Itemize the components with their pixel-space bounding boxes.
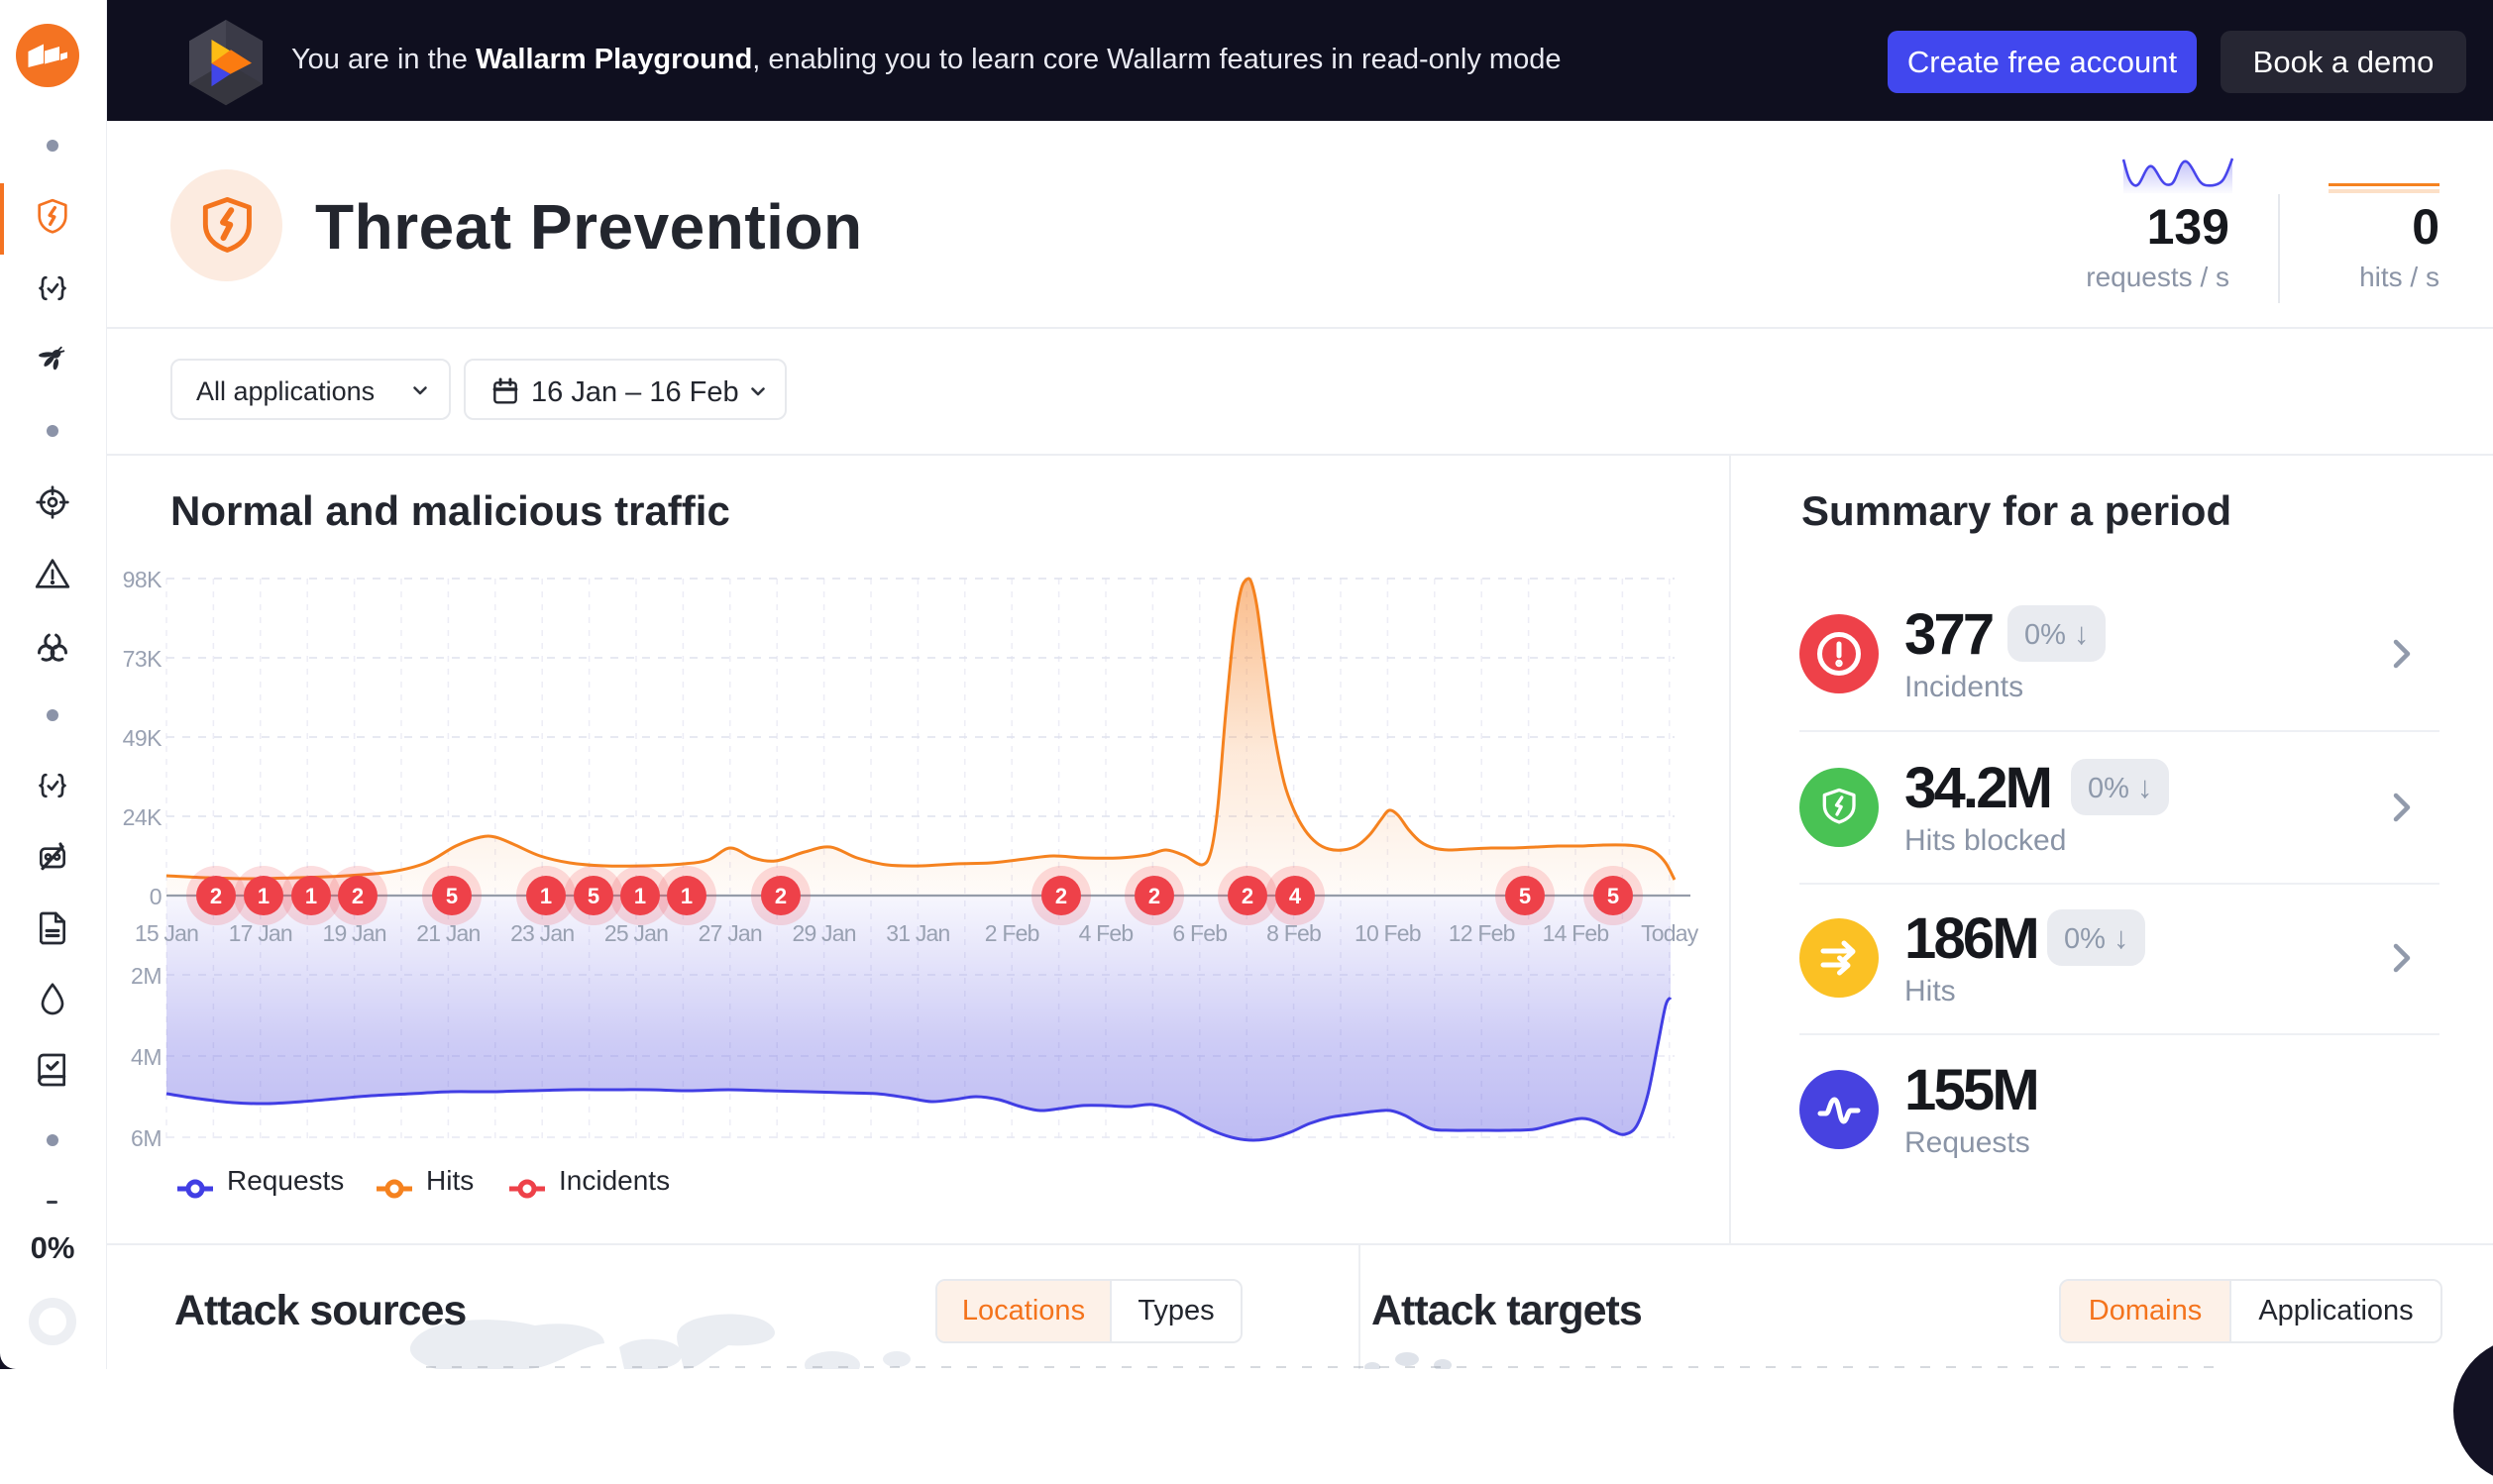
svg-text:14 Feb: 14 Feb <box>1543 920 1609 946</box>
svg-text:2: 2 <box>775 884 787 908</box>
svg-text:1: 1 <box>681 884 693 908</box>
svg-text:17 Jan: 17 Jan <box>229 920 292 946</box>
svg-text:19 Jan: 19 Jan <box>322 920 385 946</box>
svg-text:Today: Today <box>1641 920 1699 946</box>
svg-text:1: 1 <box>540 884 552 908</box>
svg-text:23 Jan: 23 Jan <box>510 920 574 946</box>
svg-text:6M: 6M <box>131 1125 162 1151</box>
svg-text:12 Feb: 12 Feb <box>1449 920 1515 946</box>
svg-text:5: 5 <box>1519 884 1531 908</box>
svg-text:2: 2 <box>1055 884 1067 908</box>
svg-text:24K: 24K <box>123 804 163 830</box>
svg-text:2: 2 <box>210 884 222 908</box>
svg-text:0: 0 <box>150 884 162 909</box>
svg-text:6 Feb: 6 Feb <box>1172 920 1227 946</box>
svg-text:31 Jan: 31 Jan <box>886 920 949 946</box>
svg-text:8 Feb: 8 Feb <box>1266 920 1321 946</box>
svg-text:1: 1 <box>305 884 317 908</box>
svg-text:2 Feb: 2 Feb <box>985 920 1039 946</box>
svg-text:21 Jan: 21 Jan <box>416 920 480 946</box>
svg-text:5: 5 <box>588 884 599 908</box>
svg-text:2: 2 <box>1148 884 1160 908</box>
svg-text:1: 1 <box>258 884 270 908</box>
svg-text:10 Feb: 10 Feb <box>1355 920 1421 946</box>
svg-text:2M: 2M <box>131 963 162 989</box>
svg-text:2: 2 <box>1242 884 1253 908</box>
svg-text:4 Feb: 4 Feb <box>1079 920 1134 946</box>
svg-text:1: 1 <box>634 884 646 908</box>
svg-text:4: 4 <box>1289 884 1302 908</box>
svg-text:73K: 73K <box>123 646 163 672</box>
svg-text:25 Jan: 25 Jan <box>604 920 668 946</box>
svg-text:5: 5 <box>1607 884 1619 908</box>
svg-text:5: 5 <box>446 884 458 908</box>
svg-text:29 Jan: 29 Jan <box>792 920 855 946</box>
svg-text:15 Jan: 15 Jan <box>135 920 198 946</box>
svg-text:2: 2 <box>352 884 364 908</box>
svg-text:27 Jan: 27 Jan <box>699 920 762 946</box>
svg-text:4M: 4M <box>131 1044 162 1070</box>
svg-text:98K: 98K <box>123 567 163 592</box>
svg-text:49K: 49K <box>123 725 163 751</box>
